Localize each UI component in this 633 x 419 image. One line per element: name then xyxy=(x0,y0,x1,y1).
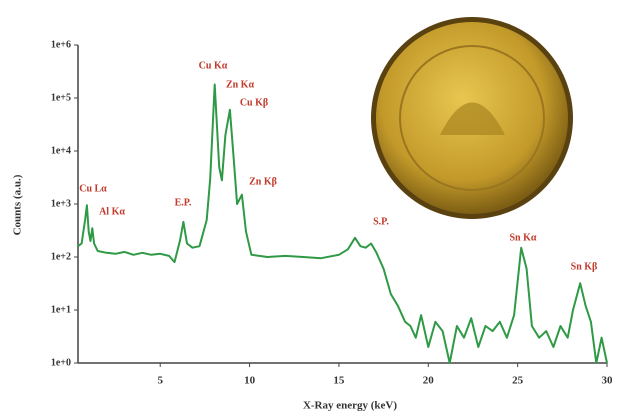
x-tick-label: 25 xyxy=(512,375,524,387)
spectrum-line xyxy=(77,83,608,364)
y-tick-label: 1e+5 xyxy=(51,92,71,103)
y-tick-label: 1e+0 xyxy=(51,357,71,368)
peak-label: Cu Kα xyxy=(199,60,228,71)
peak-label: Cu Kβ xyxy=(240,97,268,108)
x-tick-label: 5 xyxy=(157,375,163,387)
peak-label: Sn Kβ xyxy=(571,261,598,272)
coin-photo xyxy=(371,17,573,219)
y-tick-label: 1e+2 xyxy=(51,251,71,262)
x-tick-label: 15 xyxy=(333,375,345,387)
peak-label: Cu Lα xyxy=(79,183,107,194)
x-tick-label: 20 xyxy=(423,375,435,387)
y-tick-label: 1e+3 xyxy=(51,198,71,209)
x-tick-label: 30 xyxy=(602,375,614,387)
y-axis-label: Counts (a.u.) xyxy=(12,174,24,235)
peak-label: Sn Kα xyxy=(510,232,537,243)
peak-label: Zn Kα xyxy=(226,79,255,90)
peak-label: E.P. xyxy=(175,197,192,208)
peak-label: Zn Kβ xyxy=(249,176,277,187)
y-tick-label: 1e+4 xyxy=(51,145,71,156)
peak-label: S.P. xyxy=(373,216,389,227)
peak-label: Al Kα xyxy=(99,206,125,217)
y-tick-label: 1e+1 xyxy=(51,304,71,315)
x-tick-label: 10 xyxy=(244,375,256,387)
x-axis-label: X-Ray energy (keV) xyxy=(303,400,397,412)
y-tick-label: 1e+6 xyxy=(51,39,71,50)
